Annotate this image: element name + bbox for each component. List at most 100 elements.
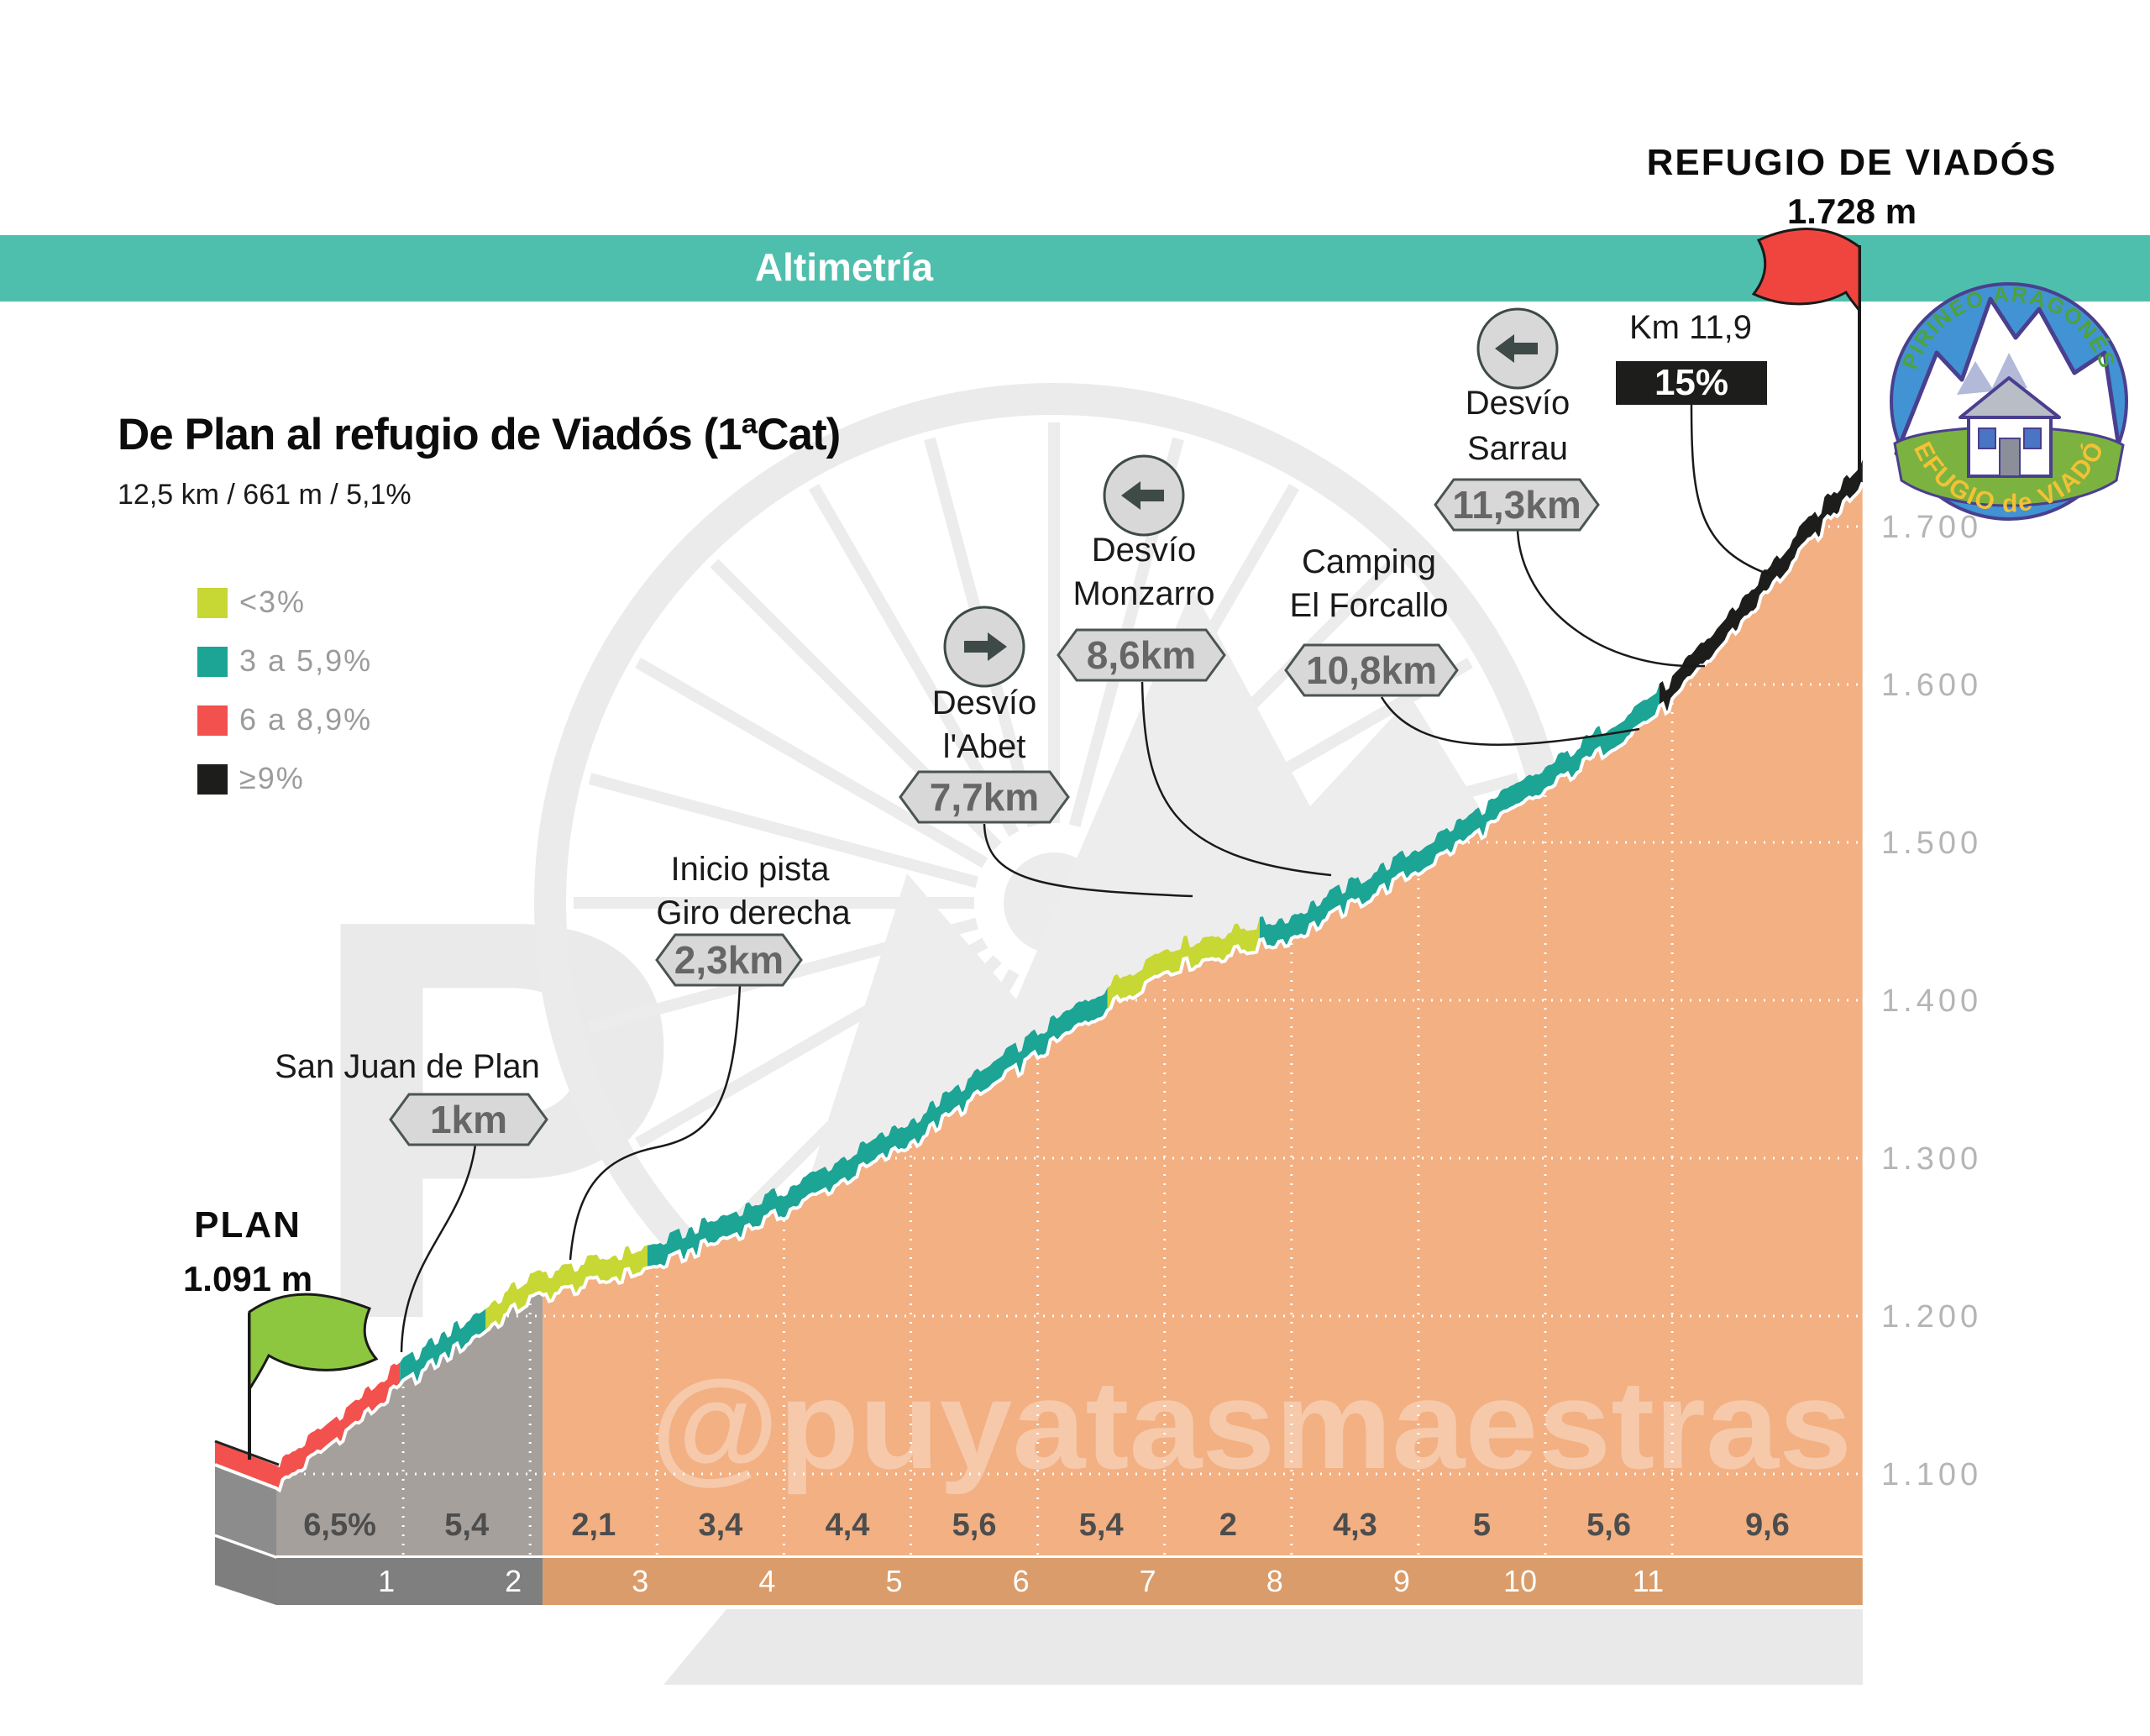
elevation-tick-label: 1.100 (1881, 1457, 1982, 1492)
annotation-connector (569, 984, 742, 1261)
gradient-percent-label: 3,4 (698, 1508, 742, 1543)
gradient-percent-label: 5,6 (1586, 1508, 1631, 1543)
steep-grade-box (1616, 361, 1767, 405)
annotation-forcallo: Camping El Forcallo 10,8km (1284, 543, 1640, 746)
pedestal-shadow (663, 1609, 1863, 1685)
legend-label: 6 a 8,9% (239, 702, 372, 737)
annotation-sarrau: Desvío Sarrau 11,3km (1434, 307, 1706, 668)
summit-elevation: 1.728 m (1787, 191, 1917, 231)
km-tick-label: 1 (378, 1564, 395, 1598)
km-badge (1434, 478, 1600, 532)
legend-label: <3% (239, 585, 306, 619)
annotation-connector (400, 1144, 477, 1353)
annotation-label: El Forcallo (1290, 587, 1449, 624)
km-badge-label: 7,7km (930, 775, 1039, 819)
bicycle-wheel-spoke-icon (588, 773, 979, 889)
annotation-abet: Desvío l'Abet 7,7km (899, 606, 1193, 898)
km-tick-label: 4 (758, 1564, 775, 1598)
annotation-label: Camping (1302, 543, 1436, 580)
gradient-percent-label: 4,3 (1333, 1508, 1377, 1543)
elevation-axis: 1.700 1.600 1.500 1.400 1.300 1.200 1.100 (1881, 510, 1982, 1492)
km-strip-track (543, 1558, 1863, 1605)
gradient-percent-label: 5,4 (1079, 1508, 1124, 1543)
annotation-monzarro: Desvío Monzarro 8,6km (1057, 454, 1332, 877)
km-badge (899, 770, 1070, 824)
start-flag (248, 1293, 379, 1460)
km-tick-label: 6 (1013, 1564, 1030, 1598)
logo-house-icon (1959, 376, 2061, 478)
km-strip-paved (276, 1558, 543, 1605)
gradient-band (214, 459, 1864, 1493)
annotation-label: Monzarro (1073, 575, 1215, 612)
km-badge (655, 933, 803, 987)
page-title: De Plan al refugio de Viadós (1ªCat) (118, 410, 840, 459)
annotation-connector (1380, 696, 1640, 746)
gradient-percent-label: 9,6 (1745, 1508, 1790, 1543)
annotation-label: Desvío (1466, 385, 1571, 422)
km-badge-label: 10,8km (1306, 648, 1437, 692)
legend-label: ≥9% (239, 761, 305, 795)
gradient-percent-label: 2,1 (571, 1508, 616, 1543)
grade-band-segment (1260, 683, 1660, 948)
legend-label: 3 a 5,9% (239, 643, 372, 678)
legend-swatch (197, 764, 228, 795)
start-elevation: 1.091 m (183, 1259, 312, 1298)
left-arrow-icon (1121, 481, 1164, 510)
annotation-label: l'Abet (943, 728, 1026, 765)
elevation-tick-label: 1.400 (1881, 983, 1982, 1019)
profile-outline (214, 481, 1864, 1493)
km-tick-label: 11 (1633, 1564, 1664, 1598)
km-badge (1284, 643, 1459, 697)
annotation-inicio: Inicio pista Giro derecha 2,3km (569, 851, 851, 1261)
km-tick-label: 10 (1503, 1564, 1537, 1598)
legend-swatch (197, 647, 228, 677)
km-tick-label: 7 (1140, 1564, 1156, 1598)
gradient-percent-label: 4,4 (826, 1508, 870, 1543)
km-tick-label: 9 (1393, 1564, 1410, 1598)
left-3d-face (214, 1465, 277, 1605)
steep-grade-label: 15% (1654, 362, 1728, 403)
km-tick-label: 8 (1266, 1564, 1283, 1598)
gradient-percent-label: 2 (1219, 1508, 1237, 1543)
annotation-label: Sarrau (1467, 430, 1568, 467)
km-badge (1057, 628, 1226, 682)
legend-swatch (197, 705, 228, 736)
annotation-san-juan: San Juan de Plan 1km (275, 1048, 548, 1353)
grade-band-segment (400, 1309, 486, 1386)
grade-band-segment (648, 987, 1108, 1268)
legend-swatch (197, 588, 228, 618)
bicycle-wheel-spoke-icon (635, 657, 988, 868)
elevation-tick-label: 1.200 (1881, 1299, 1982, 1335)
banner-title: Altimetría (755, 245, 934, 289)
annotation-label: Inicio pista (671, 851, 831, 888)
watermark-text: @puyatasmaestras (651, 1354, 1852, 1495)
km-badge-label: 1km (430, 1098, 507, 1141)
bottom-axis: 6,5% 5,4 2,1 3,4 4,4 5,6 5,4 2 4,3 5 5,6 9,6 1 2 3 4 5 6 7… (276, 1508, 1863, 1605)
grade-band-segment (1107, 917, 1260, 1010)
route-annotations: San Juan de Plan 1km Inicio pista Giro dere… (275, 307, 1706, 1353)
grade-band-segment (1660, 459, 1863, 714)
steep-km-label: Km 11,9 (1629, 309, 1752, 346)
gradient-percent-label: 5,6 (952, 1508, 997, 1543)
km-badge (389, 1093, 548, 1146)
summit-flag-icon (1751, 228, 1861, 315)
km-tick-label: 2 (505, 1564, 522, 1598)
left-arrow-icon (1495, 334, 1538, 363)
annotation-connector (1141, 681, 1332, 877)
km-badge-label: 8,6km (1087, 633, 1196, 677)
annotation-label: San Juan de Plan (275, 1048, 540, 1085)
annotation-connector (983, 823, 1193, 898)
elevation-tick-label: 1.600 (1881, 668, 1982, 703)
km-badge-label: 11,3km (1452, 483, 1581, 527)
band-lead-edge (214, 1440, 280, 1466)
start-flag-icon (248, 1293, 379, 1394)
gradient-legend: <3% 3 a 5,9% 6 a 8,9% ≥9% (197, 585, 372, 795)
gradient-percent-label: 5 (1473, 1508, 1491, 1543)
km-tick-label: 5 (885, 1564, 902, 1598)
annotation-label: Giro derecha (656, 894, 851, 931)
start-name: PLAN (194, 1204, 302, 1246)
elevation-tick-label: 1.500 (1881, 826, 1982, 861)
summit-flag (1751, 228, 1861, 482)
grade-band-segment (485, 1245, 648, 1332)
